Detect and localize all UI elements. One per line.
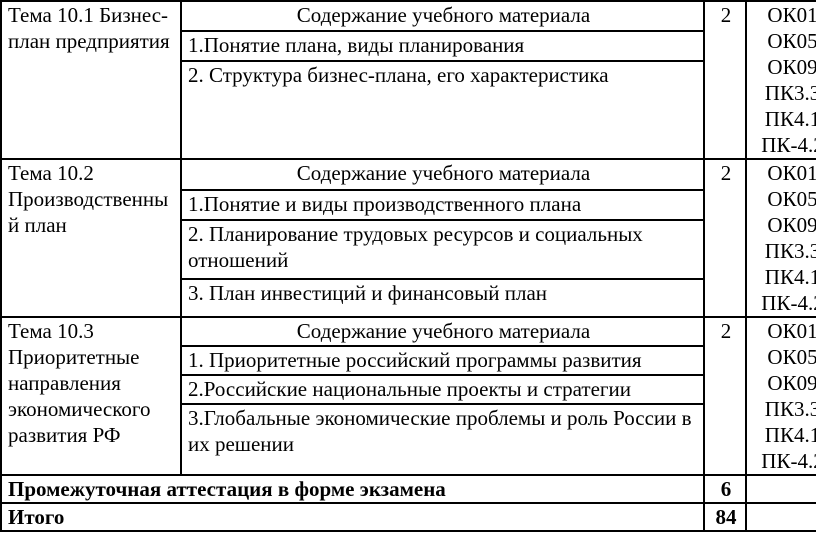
competency-code: ПК4.1	[764, 265, 816, 289]
content-header: Содержание учебного материала	[180, 158, 705, 191]
table-row: Промежуточная аттестация в форме экзамен…	[0, 474, 816, 504]
table-row: 3.Глобальные экономические проблемы и ро…	[1, 402, 816, 477]
hours-cell: 2	[703, 316, 747, 476]
content-header: Содержание учебного материала	[180, 316, 705, 347]
competency-code: ПК3.3	[764, 397, 816, 421]
table-row: Итого 84	[0, 502, 816, 532]
total-hours: 84	[703, 502, 747, 532]
competency-code: ОК01	[767, 3, 816, 27]
content-header: Содержание учебного материала	[180, 0, 705, 32]
competency-code: ОК05	[767, 29, 816, 53]
lesson-item: 2. Планирование трудовых ресурсов и соци…	[180, 219, 705, 280]
table-row: 2.Российские национальные проекты и стра…	[1, 373, 816, 405]
topic-cell-10-1: Тема 10.1 Бизнес-план предприятия	[0, 0, 182, 160]
lesson-item: 2. Структура бизнес-плана, его характери…	[180, 59, 705, 161]
lesson-item: 1.Понятие и виды производственного плана	[180, 188, 705, 221]
lesson-item: 1. Приоритетные российский программы раз…	[180, 344, 705, 376]
table-row: Тема 10.2 Производственный план Содержан…	[0, 158, 816, 318]
competency-code: ОК01	[767, 319, 816, 343]
codes-cell: ОК01 ОК05 ОК09 ПК3.3 ПК4.1 ПК-4.2	[745, 0, 816, 160]
table-row: 2. Планирование трудовых ресурсов и соци…	[1, 219, 816, 280]
competency-code: ОК05	[767, 345, 816, 369]
summary-hours: 6	[703, 474, 747, 504]
table-row: 1. Приоритетные российский программы раз…	[1, 344, 816, 376]
codes-cell: ОК01 ОК05 ОК09 ПК3.3 ПК4.1 ПК-4.2	[745, 316, 816, 476]
competency-code: ПК4.1	[764, 107, 816, 131]
competency-code: ОК05	[767, 187, 816, 211]
competency-code: ПК4.1	[764, 423, 816, 447]
competency-code: ОК09	[767, 55, 816, 79]
table-row: 2. Структура бизнес-плана, его характери…	[1, 59, 816, 161]
lesson-item: 3. План инвестиций и финансовый план	[180, 277, 705, 319]
lesson-item: 1.Понятие плана, виды планирования	[180, 29, 705, 62]
table-row: Тема 10.1 Бизнес-план предприятия Содерж…	[0, 0, 816, 160]
competency-code: ОК01	[767, 161, 816, 185]
total-codes-empty	[745, 502, 816, 532]
competency-code: ОК09	[767, 371, 816, 395]
competency-code: ПК-4.2	[761, 449, 816, 473]
competency-code: ПК3.3	[764, 81, 816, 105]
lesson-item: 3.Глобальные экономические проблемы и ро…	[180, 402, 705, 477]
competency-code: ОК09	[767, 213, 816, 237]
summary-codes-empty	[745, 474, 816, 504]
topic-cell-10-3: Тема 10.3 Приоритетные направления эконо…	[0, 316, 182, 476]
summary-label: Промежуточная аттестация в форме экзамен…	[0, 474, 705, 504]
table-row: Тема 10.3 Приоритетные направления эконо…	[0, 316, 816, 476]
table-row: 1.Понятие и виды производственного плана	[1, 188, 816, 221]
lesson-item: 2.Российские национальные проекты и стра…	[180, 373, 705, 405]
hours-cell: 2	[703, 0, 747, 160]
competency-code: ПК3.3	[764, 239, 816, 263]
table-row: 3. План инвестиций и финансовый план	[1, 277, 816, 319]
table-row: 1.Понятие плана, виды планирования	[1, 29, 816, 62]
codes-cell: ОК01 ОК05 ОК09 ПК3.3 ПК4.1 ПК-4.2	[745, 158, 816, 318]
competency-code: ПК-4.2	[761, 291, 816, 315]
competency-code: ПК-4.2	[761, 133, 816, 157]
topic-cell-10-2: Тема 10.2 Производственный план	[0, 158, 182, 318]
total-label: Итого	[0, 502, 705, 532]
hours-cell: 2	[703, 158, 747, 318]
